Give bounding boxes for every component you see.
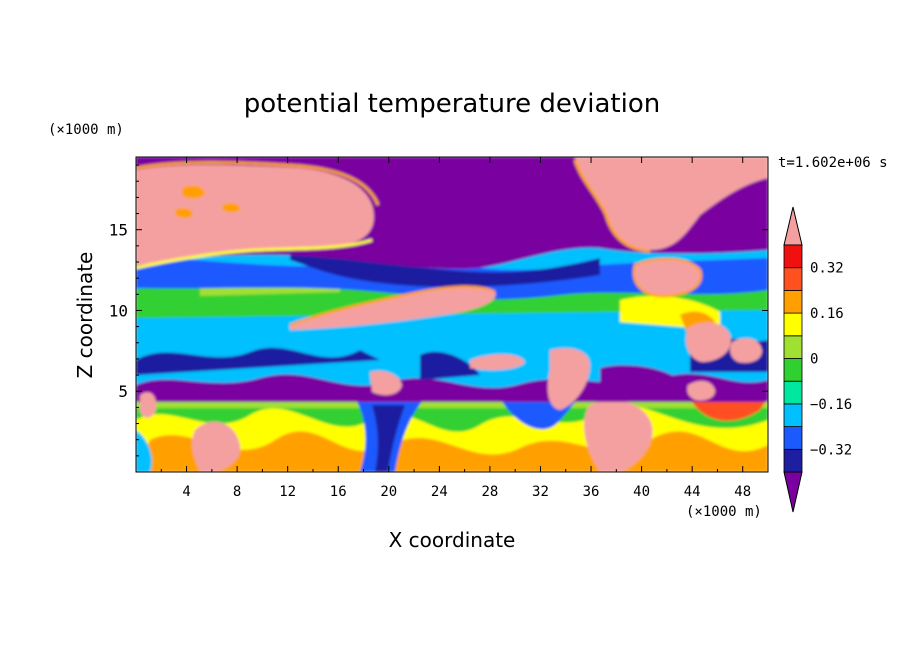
x-tick-label: 44: [684, 484, 701, 500]
colorbar-band: [783, 403, 803, 427]
colorbar-band: [783, 358, 803, 382]
chart-title: potential temperature deviation: [244, 89, 660, 119]
x-tick-label: 36: [583, 484, 600, 500]
colorbar-band: [783, 448, 803, 473]
x-tick-label: 4: [182, 484, 190, 500]
x-tick-label: 24: [431, 484, 448, 500]
colorbar-band: [783, 267, 803, 291]
x-axis-label: X coordinate: [389, 528, 516, 552]
contour-field: [136, 157, 768, 472]
colorbar: 0.32 0.16 0 −0.16 −0.32: [783, 206, 852, 513]
colorbar-band: [783, 244, 803, 269]
time-label: t=1.602e+06 s: [778, 155, 888, 171]
x-tick-label: 8: [233, 484, 241, 500]
plot-frame: [135, 156, 769, 473]
colorbar-band: [783, 289, 803, 314]
x-axis: 4 8 12 16 20 24 28 32 36 40 44 48: [160, 157, 751, 500]
colorbar-band: [783, 426, 803, 450]
colorbar-extend-low: [783, 471, 803, 513]
colorbar-band: [783, 380, 803, 405]
colorbar-tick-label: 0.16: [810, 306, 844, 322]
colorbar-band: [783, 335, 803, 359]
x-tick-label: 40: [633, 484, 650, 500]
colorbar-tick-label: 0.32: [810, 261, 844, 277]
x-tick-label: 48: [734, 484, 751, 500]
x-tick-label: 16: [330, 484, 347, 500]
colorbar-tick-label: −0.16: [810, 397, 852, 413]
x-tick-label: 32: [532, 484, 549, 500]
x-tick-label: 12: [279, 484, 296, 500]
y-axis-label: Z coordinate: [73, 252, 97, 379]
y-tick-label: 10: [109, 301, 128, 320]
colorbar-tick-label: 0: [810, 352, 818, 368]
colorbar-extend-high: [783, 206, 803, 246]
x-axis-unit: (×1000 m): [686, 504, 762, 520]
y-tick-label: 5: [118, 382, 128, 401]
y-tick-label: 15: [109, 221, 128, 240]
colorbar-tick-label: −0.32: [810, 442, 852, 458]
colorbar-band: [783, 312, 803, 337]
y-axis: 5 10 15: [109, 164, 768, 457]
x-tick-label: 28: [481, 484, 498, 500]
x-tick-label: 20: [380, 484, 397, 500]
y-axis-unit: (×1000 m): [48, 122, 124, 138]
